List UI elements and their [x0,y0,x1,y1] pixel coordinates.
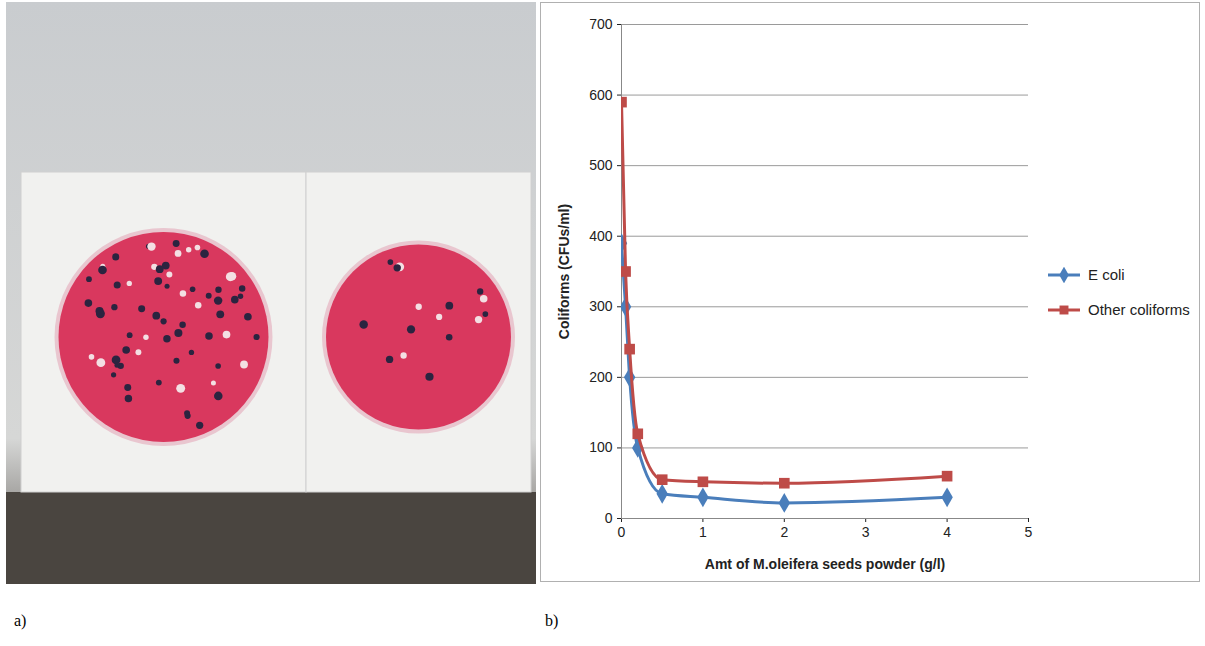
svg-text:300: 300 [589,298,613,314]
svg-text:5: 5 [1025,524,1033,540]
svg-text:4: 4 [943,524,951,540]
svg-text:0: 0 [605,510,613,526]
svg-text:700: 700 [589,16,613,32]
html-text:a): a) [14,612,27,629]
svg-text:600: 600 [589,87,613,103]
svg-text:200: 200 [589,369,613,385]
svg-text:3: 3 [862,524,870,540]
svg-text:Coliforms (CFUs/ml): Coliforms (CFUs/ml) [556,204,572,339]
svg-text:400: 400 [589,228,613,244]
svg-text:100: 100 [589,439,613,455]
html-text:Other coliforms: Other coliforms [1088,301,1190,318]
svg-text:0: 0 [618,524,626,540]
svg-text:500: 500 [589,157,613,173]
svg-text:Amt of M.oleifera seeds powder: Amt of M.oleifera seeds powder (g/l) [705,556,945,572]
html-text:E coli: E coli [1088,266,1125,283]
svg-text:1: 1 [699,524,707,540]
svg-text:2: 2 [780,524,788,540]
html-text:b): b) [545,612,559,629]
